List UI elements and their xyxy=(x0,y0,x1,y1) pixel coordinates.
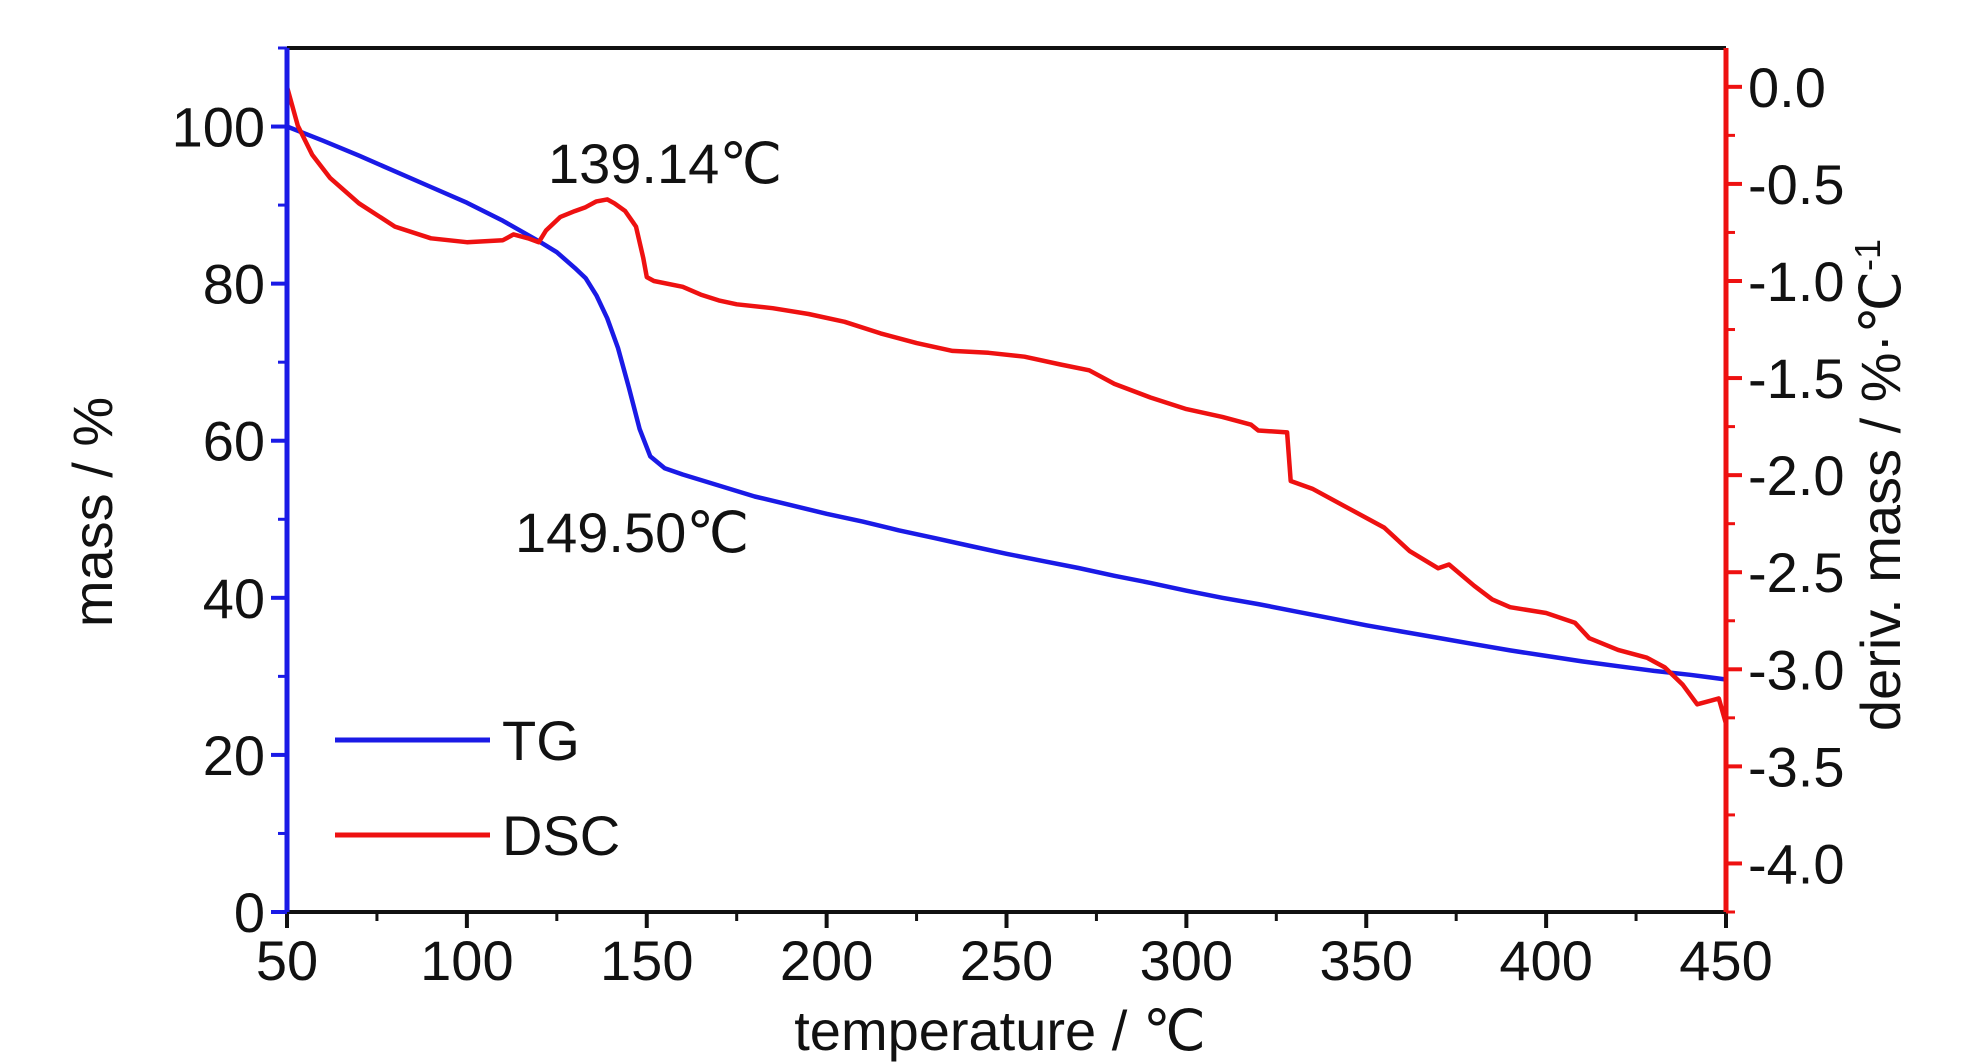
y-right-tick-label: -0.5 xyxy=(1748,153,1845,216)
x-tick-label: 300 xyxy=(1140,929,1233,992)
series-line-dsc xyxy=(284,86,1729,725)
y-right-tick-label: 0.0 xyxy=(1748,56,1826,119)
y-left-tick-label: 80 xyxy=(203,253,265,316)
annotation-tg-inflection: 149.50℃ xyxy=(515,501,749,564)
y-left-tick-label: 20 xyxy=(203,724,265,787)
axes-layer: 50 100 150 200 250 300 350 400 450 0 20 40 60 80 100 0.… xyxy=(172,46,1845,992)
y-axis-left-title: mass / % xyxy=(61,397,124,627)
x-tick-label: 450 xyxy=(1679,929,1772,992)
x-tick-label: 350 xyxy=(1320,929,1413,992)
legend-label-tg: TG xyxy=(502,709,580,772)
x-tick-label: 200 xyxy=(780,929,873,992)
x-axis-title: temperature / ℃ xyxy=(794,999,1206,1062)
y-right-tick-label: -2.5 xyxy=(1748,541,1845,604)
legend: TG DSC xyxy=(335,709,620,867)
plot-frame xyxy=(287,46,1726,914)
y-right-tick-label: -3.0 xyxy=(1748,638,1845,701)
y-right-tick-label: -3.5 xyxy=(1748,735,1845,798)
y-right-tick-label: -2.0 xyxy=(1748,444,1845,507)
y-left-tick-label: 100 xyxy=(172,96,265,159)
y-right-tick-label: -1.0 xyxy=(1748,250,1845,313)
x-tick-label: 100 xyxy=(420,929,513,992)
x-tick-label: 50 xyxy=(256,929,318,992)
legend-label-dsc: DSC xyxy=(502,804,620,867)
y-axis-right-title: deriv. mass / %·℃-1 xyxy=(1847,239,1912,731)
annotation-dsc-peak: 139.14℃ xyxy=(548,132,782,195)
series-line-tg xyxy=(286,124,1727,682)
y-right-tick-label: -4.0 xyxy=(1748,832,1845,895)
x-tick-label: 250 xyxy=(960,929,1053,992)
y-left-tick-label: 60 xyxy=(203,410,265,473)
y-left-tick-label: 40 xyxy=(203,567,265,630)
y-right-tick-label: -1.5 xyxy=(1748,347,1845,410)
y-left-tick-label: 0 xyxy=(234,881,265,944)
series-layer xyxy=(284,86,1729,725)
x-tick-label: 400 xyxy=(1499,929,1592,992)
y-axis-right-title-superscript: -1 xyxy=(1847,239,1888,271)
y-axis-right-title-main: deriv. mass / %·℃ xyxy=(1849,271,1912,731)
x-tick-label: 150 xyxy=(600,929,693,992)
